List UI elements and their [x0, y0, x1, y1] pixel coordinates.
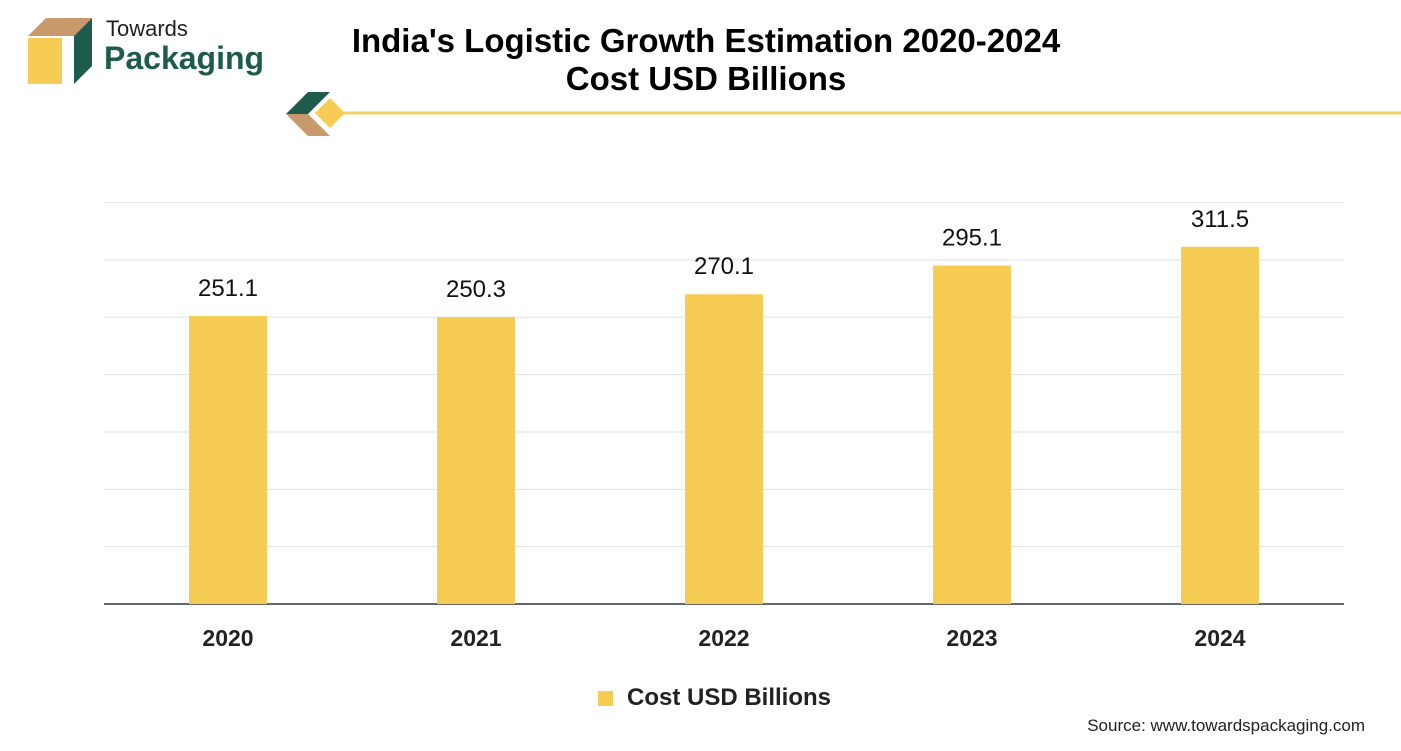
- bar-2024: [1181, 246, 1259, 605]
- header-divider: [286, 92, 1401, 136]
- brand-name-top: Towards: [106, 16, 188, 41]
- data-label: 251.1: [198, 275, 258, 302]
- data-label: 250.3: [446, 276, 506, 303]
- divider-mark-green: [286, 92, 330, 114]
- data-label: 270.1: [694, 253, 754, 280]
- legend-swatch: [598, 690, 613, 706]
- x-tick-label: 2024: [1194, 625, 1245, 651]
- box-logo-icon: [28, 18, 92, 84]
- chart-legend: Cost USD Billions: [598, 684, 831, 712]
- bar-2020: [189, 316, 267, 604]
- data-label: 295.1: [942, 225, 1002, 252]
- bar-2022: [685, 294, 763, 604]
- data-label: 311.5: [1191, 206, 1249, 233]
- brand-logo: Towards Packaging: [24, 16, 284, 88]
- bar-2021: [437, 316, 515, 604]
- divider-mark-tan: [286, 114, 330, 136]
- bar-2023: [933, 265, 1011, 604]
- brand-name-bottom: Packaging: [104, 40, 265, 76]
- chart-title: India's Logistic Growth Estimation 2020-…: [300, 22, 1112, 98]
- legend-label: Cost USD Billions: [627, 684, 832, 711]
- source-note: Source: www.towardspackaging.com: [1087, 716, 1365, 735]
- x-tick-label: 2023: [946, 625, 997, 651]
- x-tick-label: 2022: [698, 625, 749, 651]
- chart-title-line-1: India's Logistic Growth Estimation 2020-…: [351, 22, 1061, 59]
- divider-mark-yellow: [315, 98, 345, 128]
- x-tick-label: 2021: [450, 625, 501, 651]
- chart-title-line-2: Cost USD Billions: [565, 60, 847, 97]
- x-tick-label: 2020: [202, 625, 253, 651]
